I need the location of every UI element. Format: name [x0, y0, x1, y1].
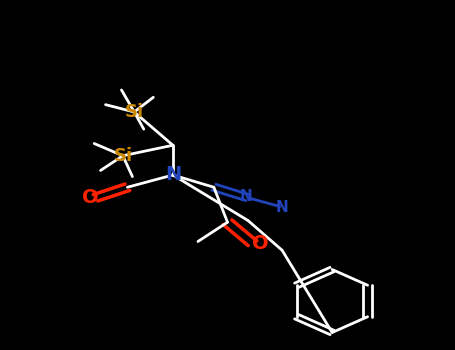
Text: Si: Si — [113, 147, 132, 165]
Text: O: O — [82, 188, 98, 207]
Text: N: N — [276, 200, 288, 215]
Text: N: N — [165, 166, 181, 184]
Text: Si: Si — [125, 103, 144, 121]
Text: N: N — [239, 189, 252, 204]
Text: O: O — [253, 234, 269, 253]
